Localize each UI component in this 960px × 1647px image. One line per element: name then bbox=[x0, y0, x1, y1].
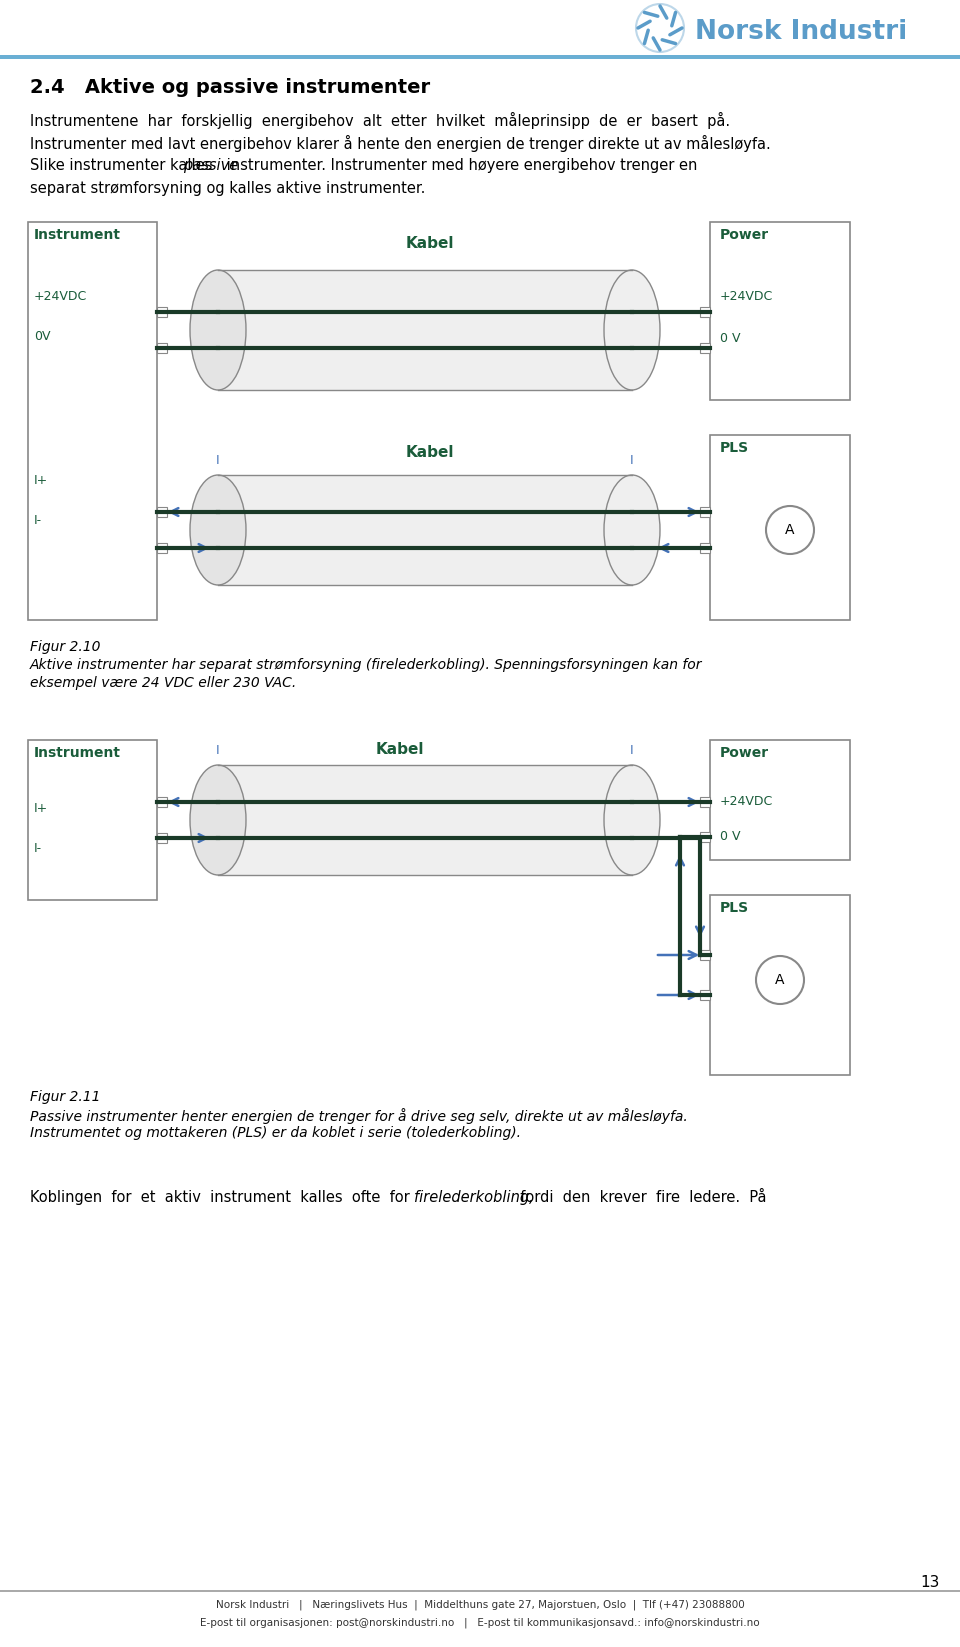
Bar bbox=[710, 435, 850, 619]
Text: 13: 13 bbox=[921, 1575, 940, 1589]
Text: 2.4   Aktive og passive instrumenter: 2.4 Aktive og passive instrumenter bbox=[30, 77, 430, 97]
Text: I: I bbox=[630, 455, 634, 468]
Bar bbox=[218, 764, 632, 875]
Ellipse shape bbox=[190, 270, 246, 390]
Bar bbox=[700, 797, 710, 807]
Bar bbox=[700, 950, 710, 960]
Text: E-post til organisasjonen: post@norskindustri.no   |   E-post til kommunikasjons: E-post til organisasjonen: post@norskind… bbox=[201, 1617, 759, 1627]
Text: Power: Power bbox=[720, 746, 769, 759]
Bar bbox=[700, 306, 710, 316]
Text: separat strømforsyning og kalles aktive instrumenter.: separat strømforsyning og kalles aktive … bbox=[30, 181, 425, 196]
Bar bbox=[700, 507, 710, 517]
Bar bbox=[28, 222, 157, 619]
Circle shape bbox=[756, 955, 804, 1005]
Text: Slike instrumenter kalles: Slike instrumenter kalles bbox=[30, 158, 217, 173]
Ellipse shape bbox=[190, 764, 246, 875]
Text: I: I bbox=[216, 744, 220, 758]
Text: I+: I+ bbox=[34, 474, 48, 488]
Text: eksempel være 24 VDC eller 230 VAC.: eksempel være 24 VDC eller 230 VAC. bbox=[30, 675, 297, 690]
Text: A: A bbox=[785, 524, 795, 537]
Text: Kabel: Kabel bbox=[406, 445, 454, 460]
Text: Kabel: Kabel bbox=[375, 743, 424, 758]
Text: Instrumentet og mottakeren (PLS) er da koblet i serie (tolederkobling).: Instrumentet og mottakeren (PLS) er da k… bbox=[30, 1127, 521, 1140]
Text: A: A bbox=[776, 973, 784, 987]
Bar bbox=[157, 343, 167, 352]
Text: fordi  den  krever  fire  ledere.  På: fordi den krever fire ledere. På bbox=[511, 1191, 766, 1206]
Text: I-: I- bbox=[34, 842, 42, 855]
Ellipse shape bbox=[190, 474, 246, 585]
Text: Figur 2.11: Figur 2.11 bbox=[30, 1090, 101, 1103]
Text: Power: Power bbox=[720, 227, 769, 242]
Text: firelederkobling,: firelederkobling, bbox=[414, 1191, 534, 1206]
Text: instrumenter. Instrumenter med høyere energibehov trenger en: instrumenter. Instrumenter med høyere en… bbox=[222, 158, 697, 173]
Bar bbox=[710, 222, 850, 400]
Text: I: I bbox=[216, 455, 220, 468]
Text: 0V: 0V bbox=[34, 329, 51, 343]
Ellipse shape bbox=[604, 764, 660, 875]
Text: passive: passive bbox=[183, 158, 238, 173]
Text: Passive instrumenter henter energien de trenger for å drive seg selv, direkte ut: Passive instrumenter henter energien de … bbox=[30, 1108, 687, 1123]
Bar bbox=[700, 990, 710, 1000]
Text: I: I bbox=[630, 744, 634, 758]
Text: PLS: PLS bbox=[720, 901, 749, 916]
Text: Norsk Industri: Norsk Industri bbox=[695, 20, 907, 44]
Circle shape bbox=[766, 506, 814, 553]
Bar bbox=[218, 270, 632, 390]
Ellipse shape bbox=[604, 474, 660, 585]
Bar bbox=[700, 343, 710, 352]
Bar bbox=[710, 740, 850, 860]
Text: Kabel: Kabel bbox=[406, 236, 454, 250]
Bar bbox=[157, 544, 167, 553]
Text: +24VDC: +24VDC bbox=[720, 290, 773, 303]
Bar bbox=[0, 54, 960, 59]
Text: Figur 2.10: Figur 2.10 bbox=[30, 641, 101, 654]
Text: Instrumenter med lavt energibehov klarer å hente den energien de trenger direkte: Instrumenter med lavt energibehov klarer… bbox=[30, 135, 771, 152]
Bar bbox=[157, 797, 167, 807]
Bar bbox=[700, 832, 710, 842]
Text: 0 V: 0 V bbox=[720, 830, 740, 843]
Text: Instrumentene  har  forskjellig  energibehov  alt  etter  hvilket  måleprinsipp : Instrumentene har forskjellig energibeho… bbox=[30, 112, 731, 128]
Text: I-: I- bbox=[34, 514, 42, 527]
Bar bbox=[157, 306, 167, 316]
Text: +24VDC: +24VDC bbox=[34, 290, 87, 303]
Bar bbox=[157, 833, 167, 843]
Text: 0 V: 0 V bbox=[720, 333, 740, 344]
Bar bbox=[28, 740, 157, 899]
Bar bbox=[710, 894, 850, 1075]
Text: Koblingen  for  et  aktiv  instrument  kalles  ofte  for: Koblingen for et aktiv instrument kalles… bbox=[30, 1191, 419, 1206]
Bar bbox=[218, 474, 632, 585]
Text: Norsk Industri   |   Næringslivets Hus  |  Middelthuns gate 27, Majorstuen, Oslo: Norsk Industri | Næringslivets Hus | Mid… bbox=[216, 1599, 744, 1611]
Bar bbox=[157, 507, 167, 517]
Text: PLS: PLS bbox=[720, 441, 749, 455]
Text: +24VDC: +24VDC bbox=[720, 796, 773, 809]
Text: Aktive instrumenter har separat strømforsyning (firelederkobling). Spenningsfors: Aktive instrumenter har separat strømfor… bbox=[30, 659, 703, 672]
Text: Instrument: Instrument bbox=[34, 746, 121, 759]
Text: I+: I+ bbox=[34, 802, 48, 815]
Bar bbox=[700, 544, 710, 553]
Ellipse shape bbox=[604, 270, 660, 390]
Text: Instrument: Instrument bbox=[34, 227, 121, 242]
